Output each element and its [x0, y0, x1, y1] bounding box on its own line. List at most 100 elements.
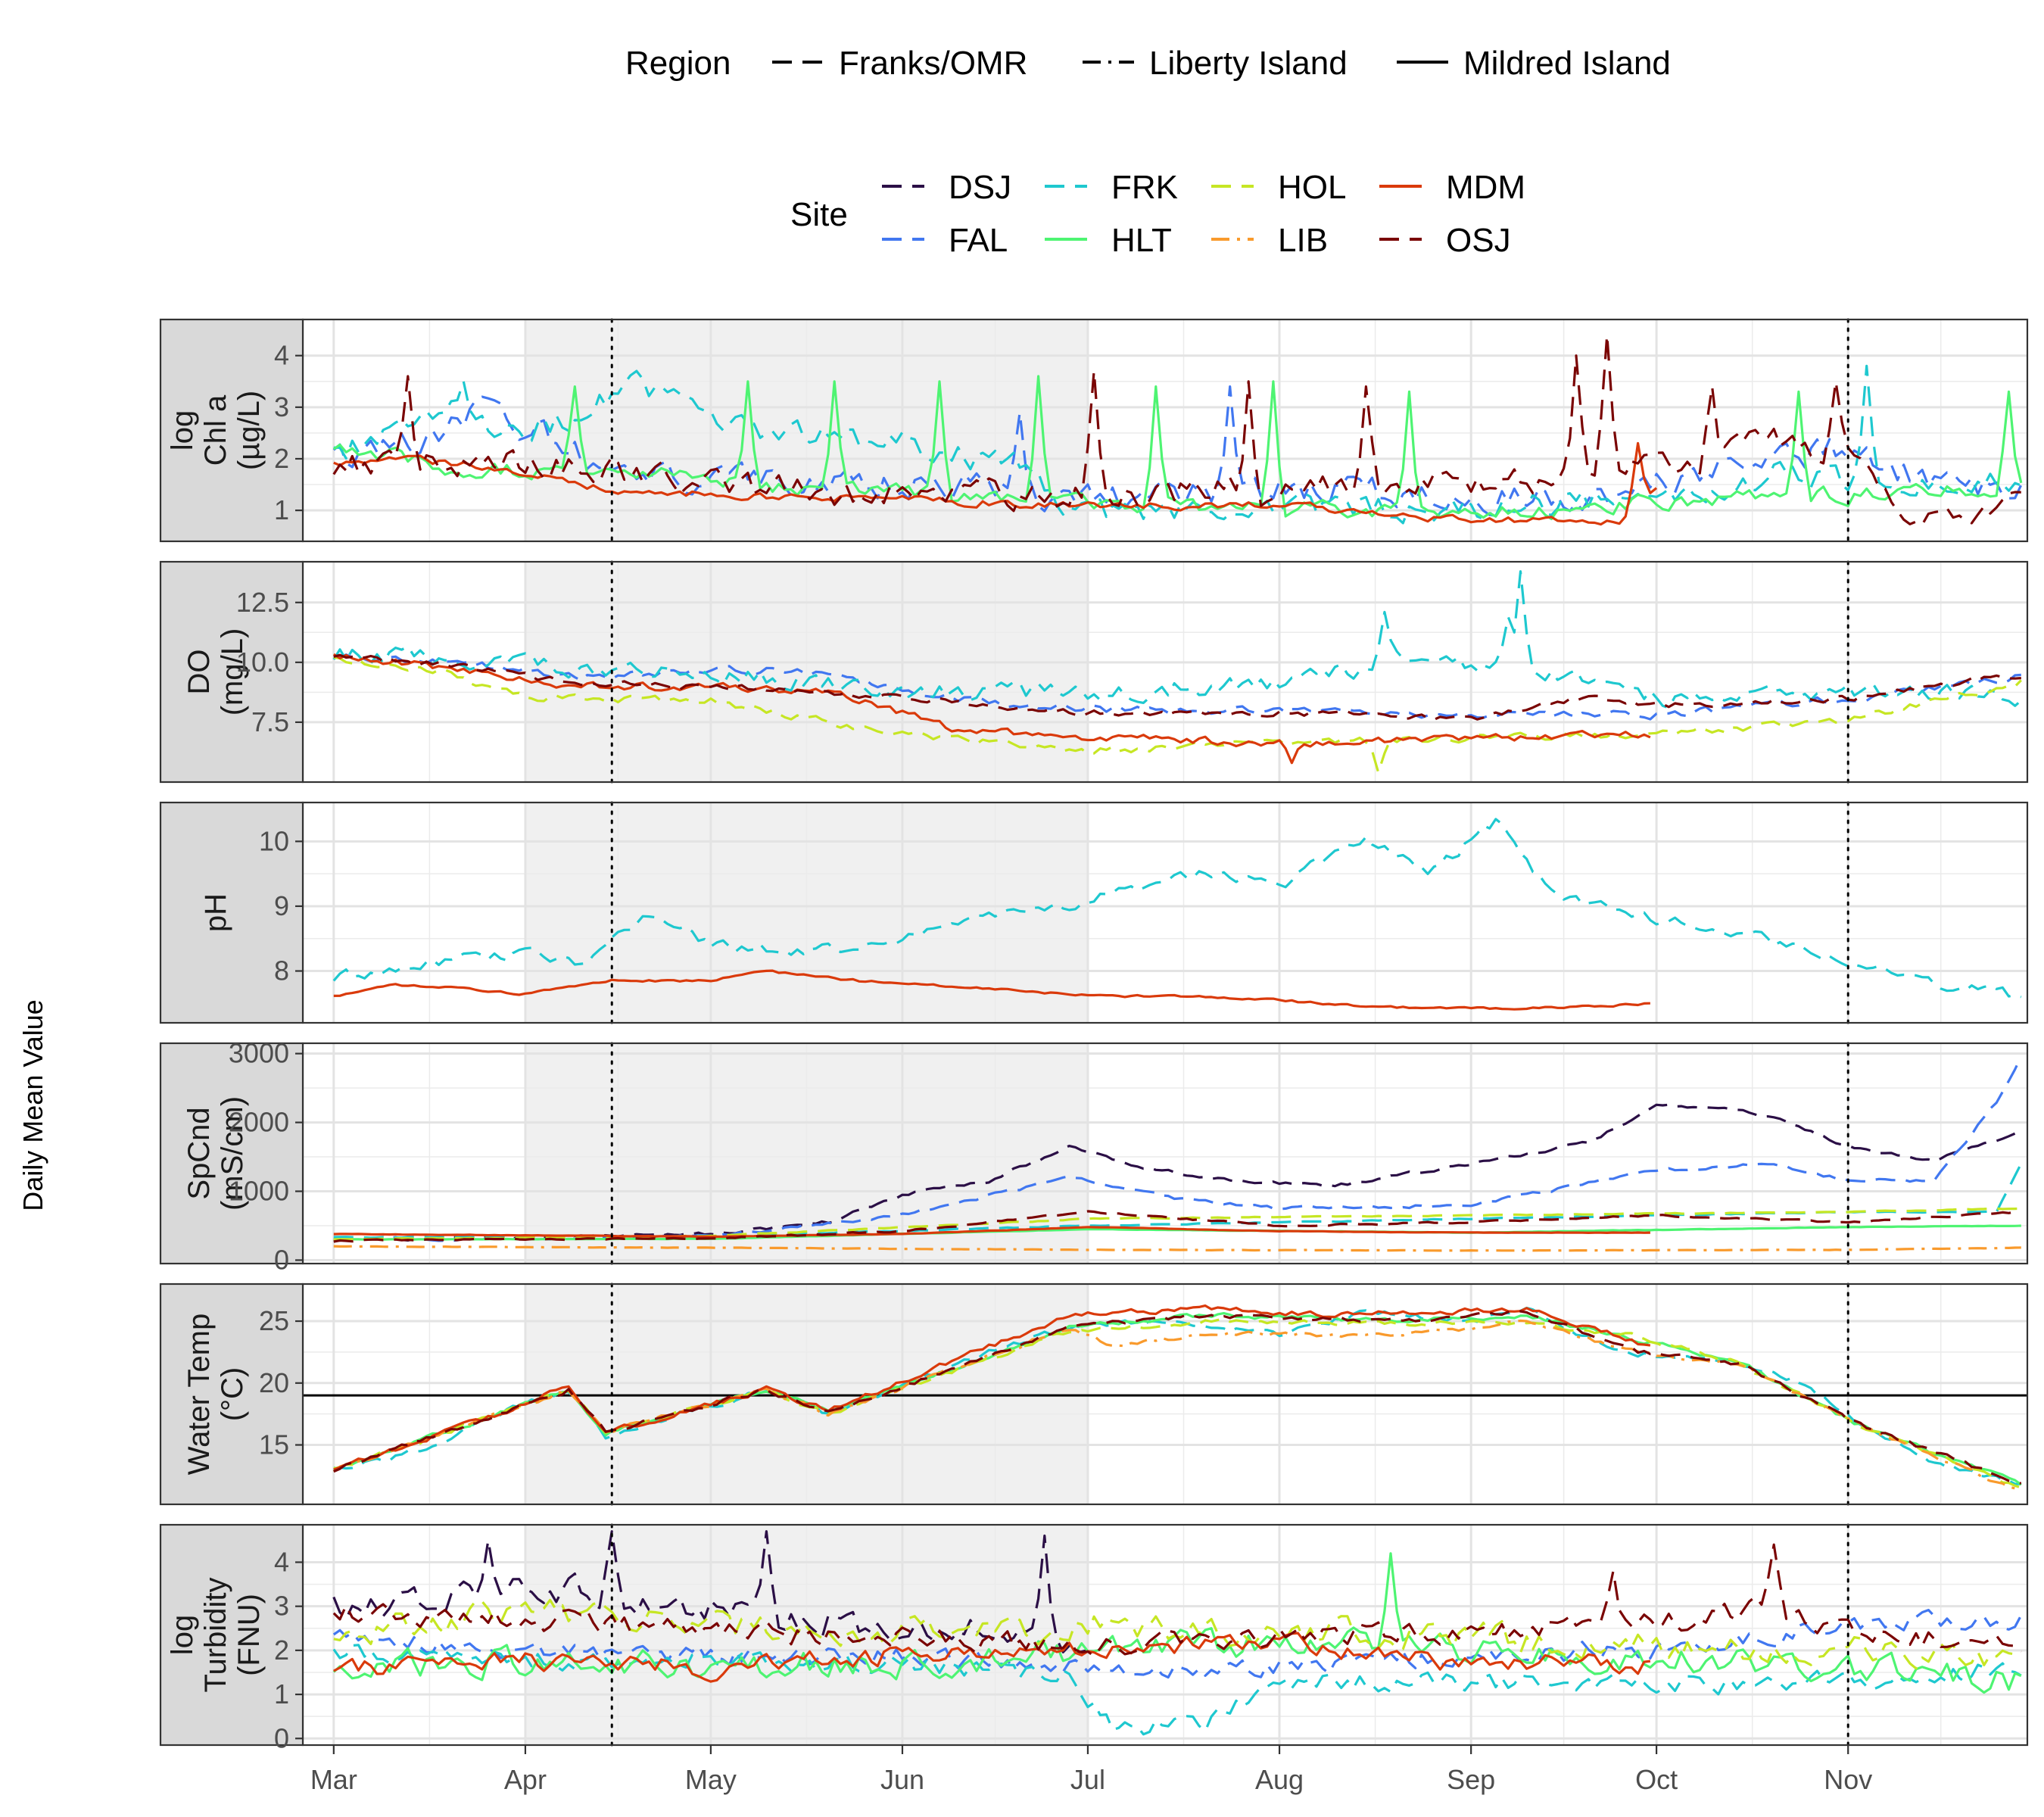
y-tick-label: 2 — [274, 1635, 289, 1666]
legend-site-label: MDM — [1446, 169, 1525, 206]
series-line-hol — [333, 656, 2022, 774]
panel-spc: SpCnd(mS/cm) 0 1000 2000 3000 — [159, 1038, 2029, 1275]
facet-strip-line: Water Temp — [182, 1314, 216, 1475]
series-line-frk — [332, 570, 2022, 709]
panel-temp: Water Temp(°C) 15 20 25 — [159, 1282, 2029, 1506]
y-tick-label: 15 — [259, 1429, 289, 1460]
series-line-hlt — [332, 375, 2023, 520]
legend-region-label: Franks/OMR — [839, 45, 1027, 82]
y-tick-label: 25 — [259, 1305, 289, 1336]
facet-strip — [159, 1042, 304, 1265]
series-line-fal — [333, 653, 2021, 721]
facet-panels: logChl a(µg/L)1234DO(mg/L)7.510.012.5pH8… — [159, 318, 2029, 1753]
facet-strip-line: Turbidity — [199, 1578, 232, 1693]
series-line-fal — [332, 385, 2023, 516]
y-tick-label: 0 — [274, 1244, 289, 1275]
x-tick-label: Sep — [1447, 1764, 1495, 1795]
series-group — [332, 570, 2022, 774]
legend-site-label: HOL — [1278, 169, 1346, 206]
legend-site-title: Site — [790, 196, 848, 233]
legend-site-label: OSJ — [1446, 222, 1511, 259]
legend-region-label: Mildred Island — [1463, 45, 1671, 82]
facet-strip-label: SpCnd(mS/cm) — [182, 1096, 249, 1211]
facet-strip-line: Chl a — [199, 394, 232, 466]
y-tick-label: 2 — [274, 443, 289, 474]
y-axis-label: Daily Mean Value — [17, 999, 48, 1211]
series-group — [332, 333, 2023, 526]
legend-site-item: OSJ — [1379, 222, 1511, 259]
legend-site-label: FRK — [1111, 169, 1178, 206]
facet-strip-line: log — [166, 1615, 199, 1655]
x-tick-label: Jul — [1070, 1764, 1105, 1795]
series-line-osj — [333, 1210, 2021, 1243]
legend-region-item: Liberty Island — [1083, 45, 1348, 82]
facet-strip — [159, 318, 304, 543]
facet-strip-label: logChl a(µg/L) — [166, 391, 266, 470]
series-line-dsj — [332, 1530, 1089, 1655]
facet-strip-line: SpCnd — [182, 1107, 216, 1199]
y-tick-label: 4 — [274, 340, 289, 371]
panel-ph: pH 8 9 10 — [159, 801, 2029, 1024]
series-line-lib — [333, 1245, 2021, 1252]
series-line-frk — [332, 818, 2022, 999]
legend-site-label: FAL — [949, 222, 1008, 259]
series-line-mdm — [333, 1632, 1651, 1683]
y-tick-label: 20 — [259, 1367, 289, 1398]
panel-do: DO(mg/L)7.5 10.0 12.5 — [159, 560, 2029, 784]
legend-site-item: HLT — [1045, 222, 1172, 259]
series-group — [332, 1304, 2022, 1493]
x-tick-label: Jun — [880, 1764, 924, 1795]
y-tick-label: 9 — [274, 890, 289, 921]
series-line-osj — [333, 1310, 2022, 1485]
facet-strip — [159, 801, 304, 1024]
y-tick-label: 7.5 — [251, 706, 289, 737]
facet-strip-label: logTurbidity(FNU) — [166, 1578, 266, 1693]
legend-site-label: DSJ — [949, 169, 1011, 206]
y-tick-label: 12.5 — [236, 587, 289, 618]
facet-strip-line: (°C) — [216, 1367, 249, 1422]
facet-strip-line: (FNU) — [232, 1594, 266, 1676]
facet-strip-line: pH — [199, 893, 232, 932]
facet-strip-line: log — [166, 410, 199, 450]
y-tick-label: 8 — [274, 955, 289, 986]
series-line-osj — [333, 653, 2021, 722]
facet-strip-label: Water Temp(°C) — [182, 1314, 249, 1475]
series-line-mdm — [333, 1226, 1650, 1239]
series-group — [332, 818, 2022, 1011]
legend-site-item: FRK — [1045, 169, 1178, 206]
legend-site-label: LIB — [1278, 222, 1328, 259]
series-group — [332, 1530, 2023, 1736]
y-tick-label: 1 — [274, 1678, 289, 1709]
facet-strip-line: (mS/cm) — [216, 1096, 249, 1211]
legend-region-item: Franks/OMR — [772, 45, 1027, 82]
legend-site-label: HLT — [1111, 222, 1172, 259]
y-tick-label: 3000 — [229, 1038, 289, 1069]
x-tick-label: Oct — [1635, 1764, 1678, 1795]
legend-region-item: Mildred Island — [1397, 45, 1671, 82]
series-line-mdm — [333, 441, 1658, 526]
x-axis: Mar Apr May Jun Jul Aug Sep Oct Nov — [310, 1745, 1872, 1795]
series-group — [333, 1055, 2023, 1252]
y-tick-label: 10.0 — [236, 647, 289, 678]
x-tick-label: Nov — [1824, 1764, 1872, 1795]
series-line-mdm — [332, 653, 1651, 765]
y-tick-label: 2000 — [229, 1107, 289, 1138]
series-line-osj — [332, 1543, 2022, 1658]
legend-site-item: MDM — [1379, 169, 1525, 206]
series-line-mdm — [333, 1304, 1651, 1471]
x-tick-label: May — [685, 1764, 737, 1795]
x-tick-label: Aug — [1255, 1764, 1304, 1795]
x-tick-label: Apr — [504, 1764, 547, 1795]
panel-chla: logChl a(µg/L) 1 2 3 4 — [159, 318, 2029, 543]
y-tick-label: 10 — [259, 825, 289, 856]
facet-strip-label: DO(mg/L) — [182, 628, 249, 716]
panel-turb: logTurbidity(FNU) 0 1 2 3 4 — [159, 1523, 2029, 1753]
y-tick-label: 4 — [274, 1546, 289, 1577]
legend-region-label: Liberty Island — [1149, 45, 1348, 82]
facet-strip-line: (µg/L) — [232, 391, 266, 470]
legend-site-item: DSJ — [882, 169, 1011, 206]
y-tick-label: 3 — [274, 391, 289, 422]
x-tick-label: Mar — [310, 1764, 357, 1795]
legend-site-item: LIB — [1211, 222, 1328, 259]
y-tick-label: 3 — [274, 1591, 289, 1622]
